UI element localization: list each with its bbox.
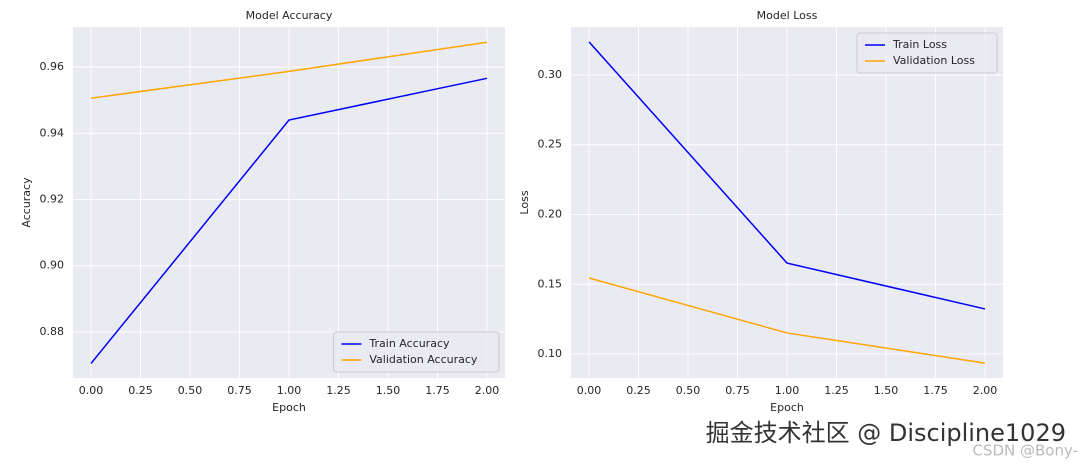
x-tick-label: 1.00 xyxy=(775,384,800,397)
x-tick-label: 0.50 xyxy=(676,384,701,397)
chart-title: Model Loss xyxy=(757,9,818,22)
y-tick-label: 0.90 xyxy=(40,259,65,272)
y-tick-label: 0.30 xyxy=(538,68,563,81)
x-tick-label: 1.25 xyxy=(824,384,849,397)
y-tick-label: 0.88 xyxy=(40,325,65,338)
x-tick-label: 0.75 xyxy=(725,384,750,397)
x-tick-label: 0.25 xyxy=(128,384,153,397)
legend-label: Train Accuracy xyxy=(368,337,450,350)
subplot: 0.00 0.25 0.50 0.75 1.00 1.25 1.50 1.75 2.00 0.10… xyxy=(518,9,1003,414)
series-line xyxy=(90,77,488,364)
watermark: CSDN @Bony- xyxy=(972,442,1078,460)
x-tick-label: 1.75 xyxy=(425,384,450,397)
x-tick-label: 2.00 xyxy=(475,384,500,397)
legend-label: Validation Loss xyxy=(893,54,975,67)
legend: Train Loss Validation Loss xyxy=(856,32,998,74)
legend-box xyxy=(332,331,500,373)
y-tick-label: 0.96 xyxy=(40,60,65,73)
x-tick-label: 1.00 xyxy=(277,384,302,397)
y-axis-label: Accuracy xyxy=(20,177,33,228)
watermark: 掘金技术社区 @ Discipline1029 xyxy=(706,419,1066,447)
x-tick-label: 0.00 xyxy=(79,384,104,397)
legend-label: Train Loss xyxy=(892,38,947,51)
legend-label: Validation Accuracy xyxy=(369,353,478,366)
series-line xyxy=(588,41,986,310)
x-tick-label: 1.50 xyxy=(376,384,401,397)
x-tick-label: 0.50 xyxy=(178,384,203,397)
x-tick-label: 0.75 xyxy=(227,384,252,397)
x-tick-label: 1.75 xyxy=(923,384,948,397)
x-tick-label: 1.25 xyxy=(326,384,351,397)
series-line xyxy=(90,41,488,99)
x-axis-label: Epoch xyxy=(272,401,306,414)
x-tick-label: 1.50 xyxy=(874,384,899,397)
y-tick-label: 0.20 xyxy=(538,207,563,220)
x-tick-label: 0.25 xyxy=(626,384,651,397)
y-axis-label: Loss xyxy=(518,190,531,214)
legend: Train Accuracy Validation Accuracy xyxy=(332,331,500,373)
chart-title: Model Accuracy xyxy=(246,9,333,22)
x-tick-label: 0.00 xyxy=(577,384,602,397)
legend-box xyxy=(856,32,998,74)
y-tick-label: 0.94 xyxy=(40,126,65,139)
y-tick-label: 0.15 xyxy=(538,277,563,290)
x-tick-label: 2.00 xyxy=(973,384,998,397)
y-tick-label: 0.25 xyxy=(538,138,563,151)
y-tick-label: 0.92 xyxy=(40,193,65,206)
y-tick-label: 0.10 xyxy=(538,347,563,360)
series-line xyxy=(588,277,986,364)
x-axis-label: Epoch xyxy=(770,401,804,414)
subplot: 0.00 0.25 0.50 0.75 1.00 1.25 1.50 1.75 2.00 0.88… xyxy=(20,9,505,414)
